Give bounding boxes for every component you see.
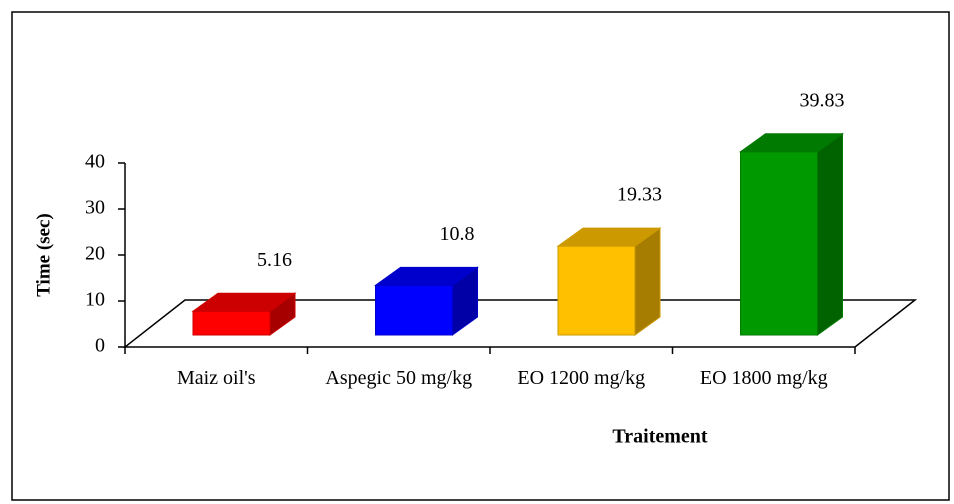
bar bbox=[556, 227, 662, 336]
y-tick-label: 30 bbox=[85, 197, 105, 219]
bar-top bbox=[373, 266, 480, 286]
y-axis-label: Time (sec) bbox=[33, 213, 54, 297]
bar bbox=[738, 132, 845, 336]
x-tick-label: EO 1200 mg/kg bbox=[517, 367, 645, 389]
y-tick-label: 40 bbox=[85, 151, 105, 173]
y-tick-label: 20 bbox=[85, 243, 105, 265]
bar bbox=[373, 266, 480, 336]
value-label: 10.8 bbox=[440, 223, 475, 245]
value-label: 39.83 bbox=[800, 89, 845, 111]
x-tick-label: Aspegic 50 mg/kg bbox=[325, 367, 472, 389]
bar-side bbox=[634, 227, 661, 336]
value-label: 5.16 bbox=[257, 249, 292, 271]
bar-top bbox=[738, 133, 845, 153]
y-tick-label: 10 bbox=[85, 289, 105, 311]
bar-front bbox=[557, 245, 636, 336]
bar-top bbox=[191, 292, 297, 312]
value-label: 19.33 bbox=[617, 184, 662, 206]
bar-side bbox=[817, 132, 843, 336]
bar bbox=[191, 292, 297, 336]
bar-front bbox=[740, 151, 818, 336]
x-axis-label: Traitement bbox=[612, 426, 707, 448]
bar-top bbox=[556, 227, 662, 247]
bar-front bbox=[192, 310, 271, 336]
y-tick-label: 0 bbox=[95, 335, 105, 357]
bar-front bbox=[375, 284, 453, 336]
x-tick-label: EO 1800 mg/kg bbox=[700, 367, 828, 389]
floor bbox=[122, 299, 918, 348]
x-tick-label: Maiz oil's bbox=[177, 367, 256, 389]
